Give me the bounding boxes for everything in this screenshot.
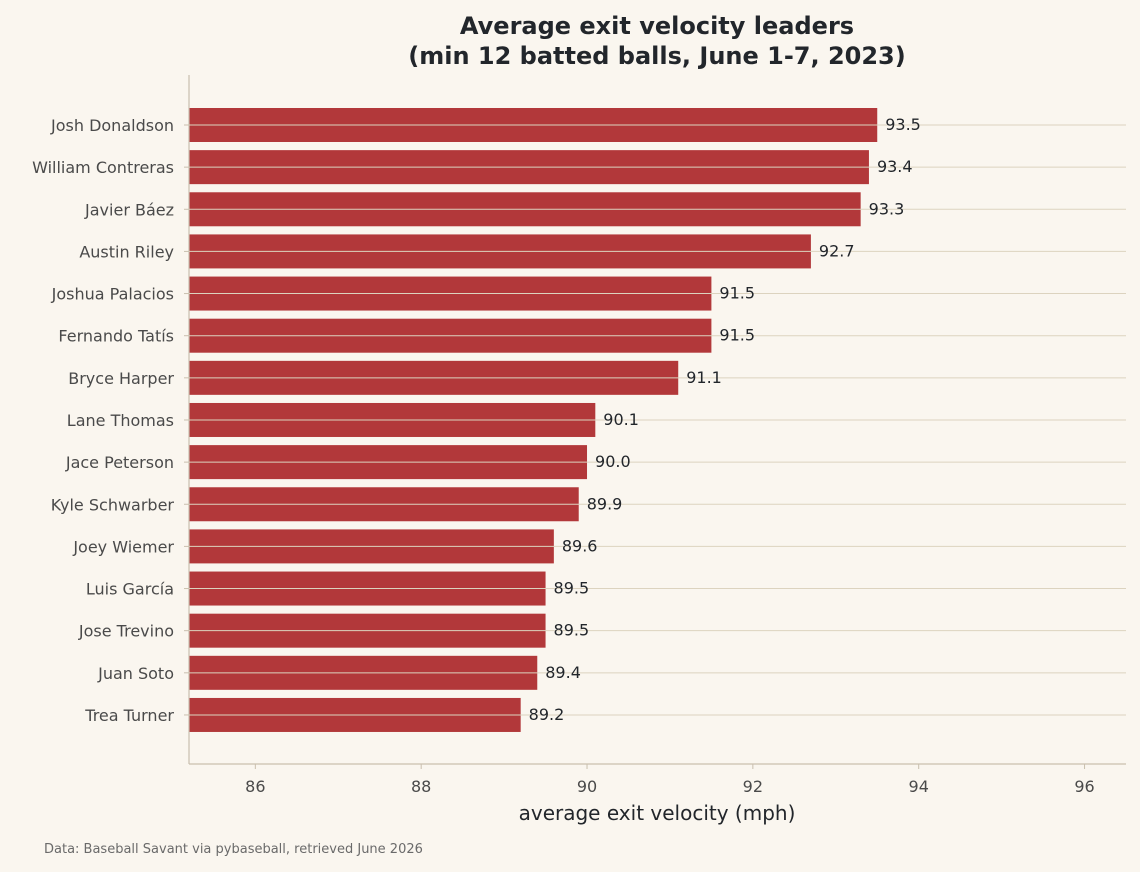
value-label: 93.4	[877, 157, 913, 176]
x-axis-title: average exit velocity (mph)	[519, 801, 796, 825]
category-label: Kyle Schwarber	[51, 495, 175, 514]
category-label: Juan Soto	[97, 664, 174, 683]
x-tick-label: 88	[411, 777, 431, 796]
value-label: 92.7	[819, 241, 855, 260]
value-label: 93.3	[869, 199, 905, 218]
value-label: 91.5	[719, 326, 755, 345]
value-label: 93.5	[885, 115, 921, 134]
chart-title-line1: Average exit velocity leaders	[460, 12, 854, 40]
category-labels: Josh Donaldson William Contreras Javier Bá…	[32, 116, 174, 725]
value-label: 91.5	[719, 284, 755, 303]
category-label: Javier Báez	[84, 200, 174, 219]
value-label: 89.5	[554, 579, 590, 598]
chart-title-line2: (min 12 batted balls, June 1-7, 2023)	[408, 42, 905, 70]
category-label: William Contreras	[32, 158, 174, 177]
value-label: 89.5	[554, 621, 590, 640]
x-tick-label: 96	[1074, 777, 1094, 796]
category-label: Austin Riley	[79, 242, 174, 261]
grid-lines	[189, 124, 1126, 716]
x-tick-label: 90	[577, 777, 597, 796]
x-tick-label: 86	[245, 777, 265, 796]
value-label: 90.0	[595, 452, 631, 471]
category-label: Josh Donaldson	[50, 116, 174, 135]
value-label: 89.9	[587, 494, 623, 513]
value-label: 91.1	[686, 368, 722, 387]
category-label: Jose Trevino	[78, 622, 174, 641]
value-label: 90.1	[603, 410, 639, 429]
category-label: Fernando Tatís	[58, 327, 174, 346]
category-label: Bryce Harper	[68, 369, 174, 388]
category-label: Joshua Palacios	[51, 285, 174, 304]
category-label: Joey Wiemer	[72, 537, 174, 556]
category-label: Lane Thomas	[67, 411, 174, 430]
value-labels: 93.5 93.4 93.3 92.7 91.5 91.5 91.1 90.1 90.0 89.9…	[529, 115, 921, 724]
category-label: Trea Turner	[84, 706, 174, 725]
data-source-note: Data: Baseball Savant via pybaseball, re…	[44, 842, 423, 857]
category-label: Jace Peterson	[65, 453, 174, 472]
value-label: 89.2	[529, 705, 565, 724]
x-ticks: 86 88 90 92 94 96	[184, 124, 1095, 796]
category-label: Luis García	[86, 580, 174, 599]
value-label: 89.4	[545, 663, 581, 682]
x-tick-label: 92	[743, 777, 763, 796]
value-label: 89.6	[562, 536, 598, 555]
x-tick-label: 94	[909, 777, 929, 796]
